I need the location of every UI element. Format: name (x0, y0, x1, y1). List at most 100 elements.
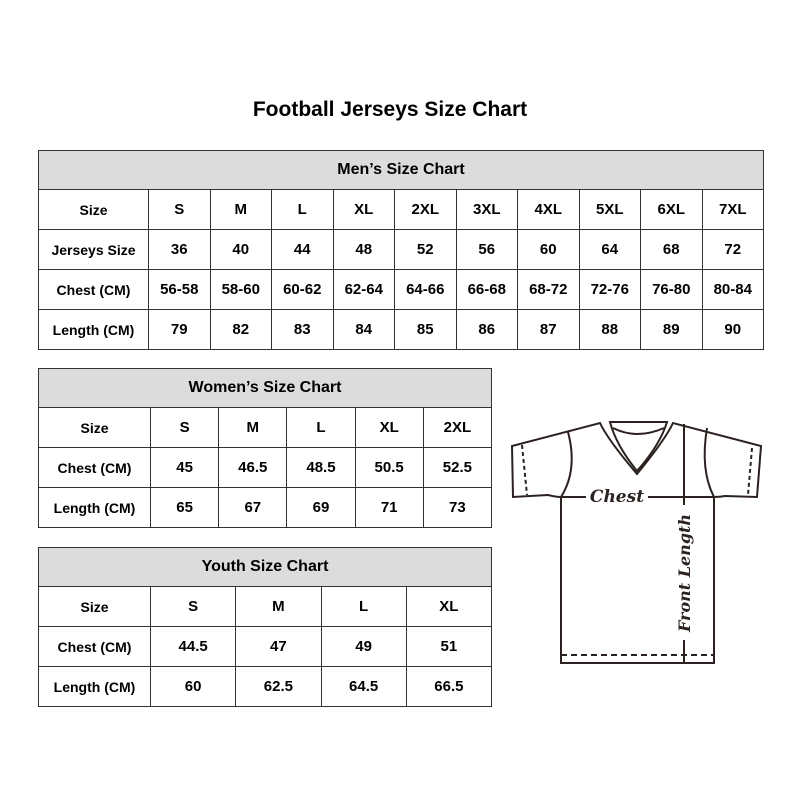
table-cell: 62.5 (235, 666, 322, 707)
table-cell: 56 (455, 229, 518, 270)
table-cell: 3XL (455, 189, 518, 230)
table-cell: 2XL (394, 189, 457, 230)
table-cell: 52 (394, 229, 457, 270)
table-cell: 72-76 (578, 269, 641, 310)
youth-size-table: Youth Size Chart Size S M L XL Chest (CM) 44.5 4… (38, 547, 493, 707)
table-cell: 64 (578, 229, 641, 270)
table-cell: S (148, 189, 211, 230)
table-cell: 64-66 (394, 269, 457, 310)
table-cell: 46.5 (218, 447, 288, 488)
table-cell: 90 (701, 309, 764, 350)
row-label: Size (38, 586, 151, 627)
table-cell: 89 (640, 309, 703, 350)
table-cell: 44.5 (149, 626, 237, 667)
page-title: Football Jerseys Size Chart (252, 98, 528, 121)
table-cell: 80-84 (701, 269, 764, 310)
table-cell: 66-68 (455, 269, 518, 310)
table-cell: 56-58 (148, 269, 211, 310)
table-cell: 88 (578, 309, 641, 350)
table-cell: S (149, 586, 237, 627)
jersey-measurement-diagram: Chest Front Length (510, 421, 763, 664)
row-label: Chest (CM) (38, 269, 149, 310)
men-table-heading: Men’s Size Chart (38, 150, 764, 190)
table-row: Size S M L XL (38, 586, 493, 627)
table-cell: L (271, 189, 334, 230)
table-row: Chest (CM) 56-58 58-60 60-62 62-64 64-66 66-68… (38, 269, 764, 310)
table-cell: 65 (149, 487, 220, 528)
table-row: Length (CM) 65 67 69 71 73 (38, 487, 493, 528)
table-cell: 69 (286, 487, 356, 528)
jersey-outline (510, 421, 763, 664)
table-cell: 58-60 (209, 269, 272, 310)
table-row: Jerseys Size 36 40 44 48 52 56 60 64 68 72 (38, 229, 764, 270)
table-cell: 60-62 (271, 269, 334, 310)
table-cell: 45 (149, 447, 220, 488)
table-cell: 68 (640, 229, 703, 270)
table-cell: 79 (148, 309, 211, 350)
table-cell: 40 (209, 229, 272, 270)
table-cell: 44 (271, 229, 334, 270)
table-cell: 51 (405, 626, 493, 667)
table-cell: 49 (320, 626, 407, 667)
table-cell: 72 (701, 229, 764, 270)
table-cell: 60 (517, 229, 580, 270)
table-row: Length (CM) 79 82 83 84 85 86 87 88 89 90 (38, 309, 764, 350)
table-cell: XL (405, 586, 493, 627)
womens-size-table: Women’s Size Chart Size S M L XL 2XL Chest (CM)… (38, 368, 493, 528)
table-cell: 76-80 (640, 269, 703, 310)
table-row: Chest (CM) 45 46.5 48.5 50.5 52.5 (38, 447, 493, 488)
table-cell: XL (332, 189, 395, 230)
front-length-label: Front Length (675, 514, 694, 633)
chest-label: Chest (590, 487, 644, 507)
table-cell: 68-72 (517, 269, 580, 310)
table-cell: 4XL (517, 189, 580, 230)
left-armhole (560, 431, 573, 498)
table-cell: 67 (218, 487, 288, 528)
table-cell: 73 (422, 487, 493, 528)
table-row: Size S M L XL 2XL 3XL 4XL 5XL 6XL 7XL (38, 189, 764, 230)
collar-inner (612, 427, 665, 435)
table-cell: 2XL (422, 407, 493, 448)
table-row: Length (CM) 60 62.5 64.5 66.5 (38, 666, 493, 707)
row-label: Length (CM) (38, 309, 149, 350)
table-cell: S (149, 407, 220, 448)
table-cell: 52.5 (422, 447, 493, 488)
table-cell: M (209, 189, 272, 230)
table-cell: M (218, 407, 288, 448)
table-cell: 64.5 (320, 666, 407, 707)
table-cell: 60 (149, 666, 237, 707)
table-cell: 71 (354, 487, 424, 528)
table-cell: 83 (271, 309, 334, 350)
table-cell: 86 (455, 309, 518, 350)
table-cell: 48.5 (286, 447, 356, 488)
row-label: Size (38, 189, 149, 230)
right-sleeve-hem (747, 447, 753, 496)
table-cell: 62-64 (332, 269, 395, 310)
table-cell: 87 (517, 309, 580, 350)
table-cell: 50.5 (354, 447, 424, 488)
table-cell: XL (354, 407, 424, 448)
table-cell: 85 (394, 309, 457, 350)
table-cell: 66.5 (405, 666, 493, 707)
table-row: Chest (CM) 44.5 47 49 51 (38, 626, 493, 667)
table-cell: 6XL (640, 189, 703, 230)
table-cell: 82 (209, 309, 272, 350)
women-table-heading: Women’s Size Chart (38, 368, 492, 408)
table-row: Size S M L XL 2XL (38, 407, 493, 448)
row-label: Chest (CM) (38, 626, 151, 667)
table-cell: M (235, 586, 322, 627)
table-cell: 7XL (701, 189, 764, 230)
row-label: Chest (CM) (38, 447, 151, 488)
row-label: Length (CM) (38, 666, 151, 707)
neckline (608, 421, 669, 473)
table-cell: 47 (235, 626, 322, 667)
left-sleeve-hem (521, 444, 528, 496)
table-cell: 36 (148, 229, 211, 270)
row-label: Jerseys Size (38, 229, 149, 270)
right-armhole (703, 427, 715, 498)
row-label: Size (38, 407, 151, 448)
table-cell: 48 (332, 229, 395, 270)
table-cell: 5XL (578, 189, 641, 230)
youth-table-heading: Youth Size Chart (38, 547, 492, 587)
mens-size-table: Men’s Size Chart Size S M L XL 2XL 3XL 4XL 5XL 6XL… (38, 150, 764, 350)
